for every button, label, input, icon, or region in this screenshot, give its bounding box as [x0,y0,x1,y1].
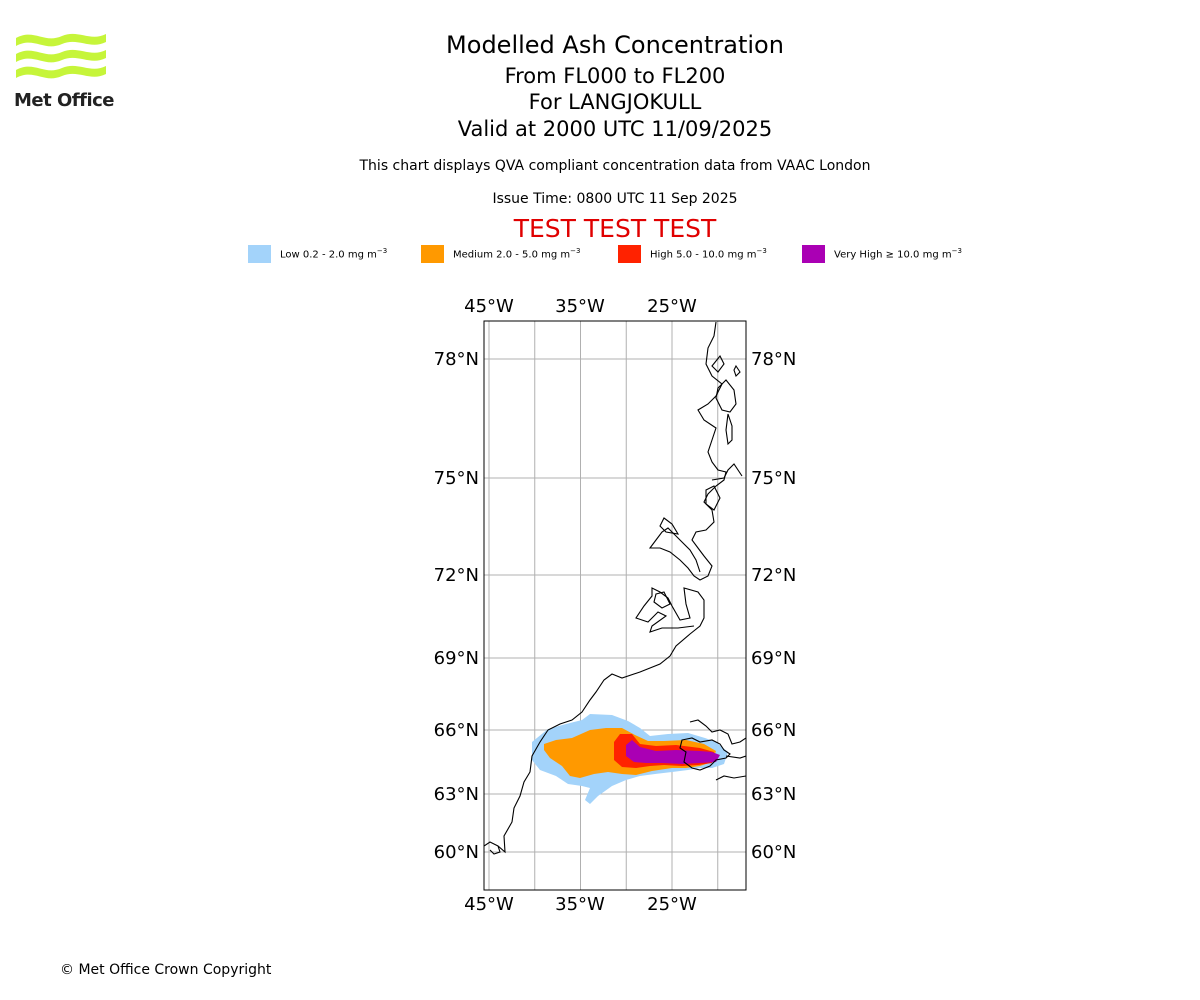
longitude-labels-top: 45°W 35°W 25°W [464,296,697,317]
latitude-label: 60°N [434,842,479,863]
ash-very-high-area [626,740,720,764]
legend-label-low: Low 0.2 - 2.0 mg m−3 [280,247,388,261]
met-office-logo: Met Office [14,30,115,112]
longitude-label: 45°W [464,894,514,915]
legend-label-very-high: Very High ≥ 10.0 mg m−3 [834,247,962,261]
legend-label-high: High 5.0 - 10.0 mg m−3 [650,247,767,261]
issue-time: Issue Time: 0800 UTC 11 Sep 2025 [492,191,738,207]
latitude-label: 69°N [751,648,796,669]
latitude-label: 66°N [751,720,796,741]
longitude-labels-bottom: 45°W 35°W 25°W [464,894,697,915]
longitude-label: 25°W [647,894,697,915]
latitude-label: 69°N [434,648,479,669]
latitude-label: 66°N [434,720,479,741]
ash-plume [532,714,728,804]
compliance-note: This chart displays QVA compliant concen… [359,158,871,174]
test-banner: TEST TEST TEST [513,214,717,243]
legend-swatch-medium [421,245,444,263]
legend-item-high: High 5.0 - 10.0 mg m−3 [618,244,767,264]
legend-swatch-very-high [802,245,825,263]
coastline [484,321,746,855]
map-border [483,320,747,891]
chart-title: Modelled Ash Concentration [446,31,784,59]
longitude-label: 35°W [555,894,605,915]
legend-item-medium: Medium 2.0 - 5.0 mg m−3 [421,244,580,264]
legend-swatch-low [248,245,271,263]
copyright-notice: © Met Office Crown Copyright [60,962,272,978]
latitude-label: 63°N [751,784,796,805]
latitude-label: 72°N [434,565,479,586]
latitude-label: 75°N [434,468,479,489]
latitude-labels-left: 78°N 75°N 72°N 69°N 66°N 63°N 60°N [434,349,479,863]
latitude-label: 60°N [751,842,796,863]
latitude-labels-right: 78°N 75°N 72°N 69°N 66°N 63°N 60°N [751,349,796,863]
longitude-label: 35°W [555,296,605,317]
legend-swatch-high [618,245,641,263]
longitude-label: 45°W [464,296,514,317]
volcano-name: For LANGJOKULL [528,90,702,114]
latitude-label: 78°N [751,349,796,370]
map-frame [484,321,746,890]
latitude-label: 72°N [751,565,796,586]
latitude-label: 63°N [434,784,479,805]
met-office-waves-icon [16,33,106,79]
valid-time: Valid at 2000 UTC 11/09/2025 [457,117,773,141]
longitude-label: 25°W [647,296,697,317]
met-office-wordmark: Met Office [14,90,115,111]
flight-level-range: From FL000 to FL200 [504,64,726,88]
legend-label-medium: Medium 2.0 - 5.0 mg m−3 [453,247,581,261]
latitude-label: 75°N [751,468,796,489]
legend-item-very-high: Very High ≥ 10.0 mg m−3 [802,244,962,264]
latitude-label: 78°N [434,349,479,370]
legend-item-low: Low 0.2 - 2.0 mg m−3 [248,244,387,264]
